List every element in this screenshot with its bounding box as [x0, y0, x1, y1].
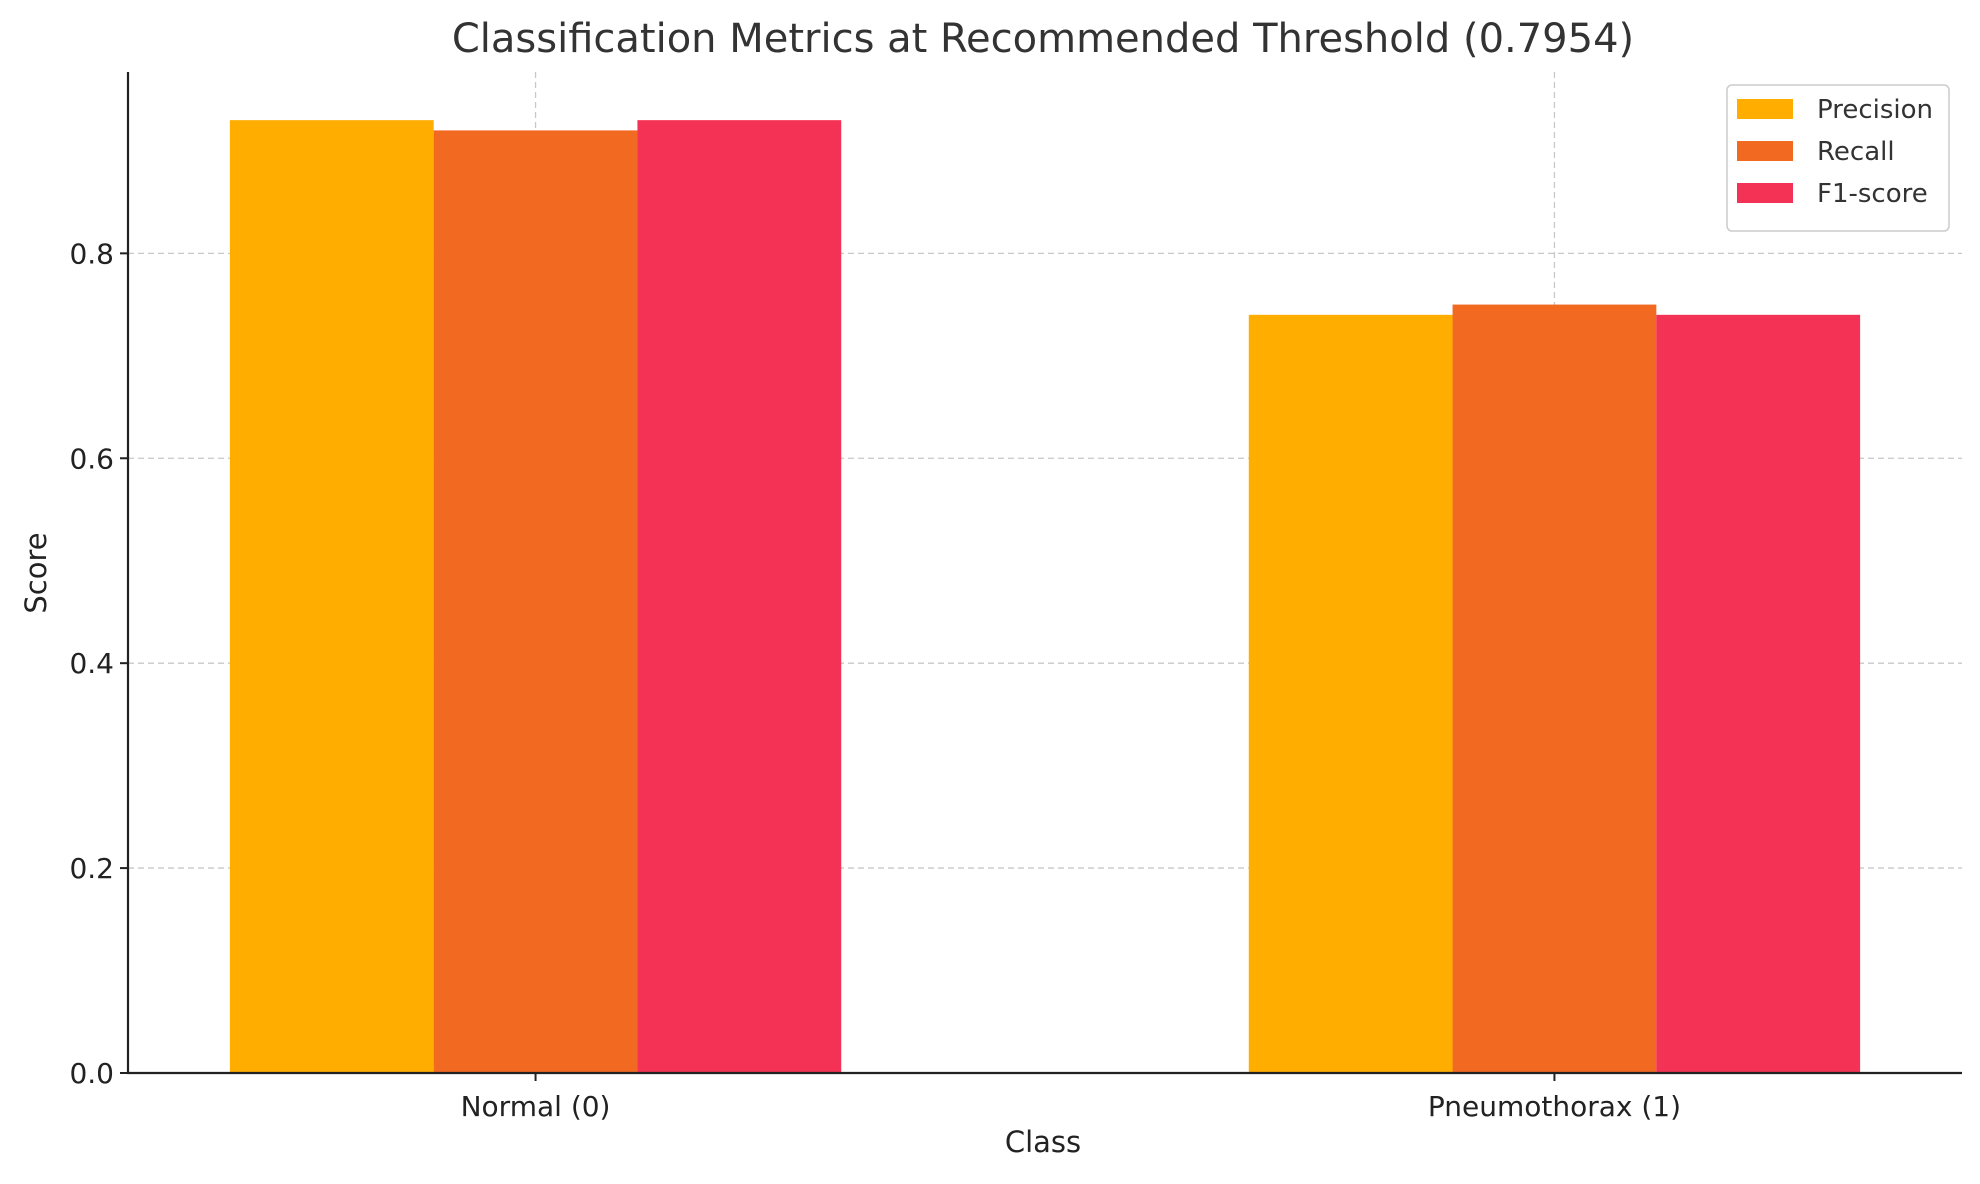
bar-precision-0 — [229, 120, 434, 1074]
legend-label: Precision — [1817, 95, 1933, 125]
legend-swatch — [1737, 99, 1793, 119]
x-tick-label: Pneumothorax (1) — [1428, 1090, 1681, 1123]
axes — [126, 72, 1962, 1075]
y-ticks: 0.0 0.2 0.4 0.6 0.8 — [69, 237, 128, 1090]
bar-f1-score-1 — [1656, 314, 1861, 1073]
bar-f1-score-0 — [637, 120, 842, 1074]
y-tick-label: 0.8 — [69, 237, 114, 270]
y-tick-label: 0.2 — [69, 852, 114, 885]
y-axis-label: Score — [19, 532, 53, 613]
y-tick-label: 0.0 — [69, 1057, 114, 1090]
y-tick-label: 0.4 — [69, 647, 114, 680]
bars — [229, 120, 1861, 1074]
x-tick-label: Normal (0) — [461, 1090, 611, 1123]
legend: Precision Recall F1-score — [1726, 84, 1950, 232]
bar-precision-1 — [1248, 314, 1453, 1073]
chart-title: Classification Metrics at Recommended Th… — [452, 16, 1634, 62]
bar-recall-0 — [433, 130, 638, 1073]
legend-label: F1-score — [1817, 179, 1928, 209]
x-ticks: Normal (0) Pneumothorax (1) — [461, 1073, 1681, 1123]
bar-recall-1 — [1452, 304, 1657, 1073]
legend-items: Precision Recall F1-score — [1737, 95, 1933, 209]
legend-swatch — [1737, 141, 1793, 161]
x-axis-label: Class — [1005, 1125, 1081, 1159]
y-tick-label: 0.6 — [69, 442, 114, 475]
legend-label: Recall — [1817, 137, 1895, 167]
legend-swatch — [1737, 183, 1793, 203]
